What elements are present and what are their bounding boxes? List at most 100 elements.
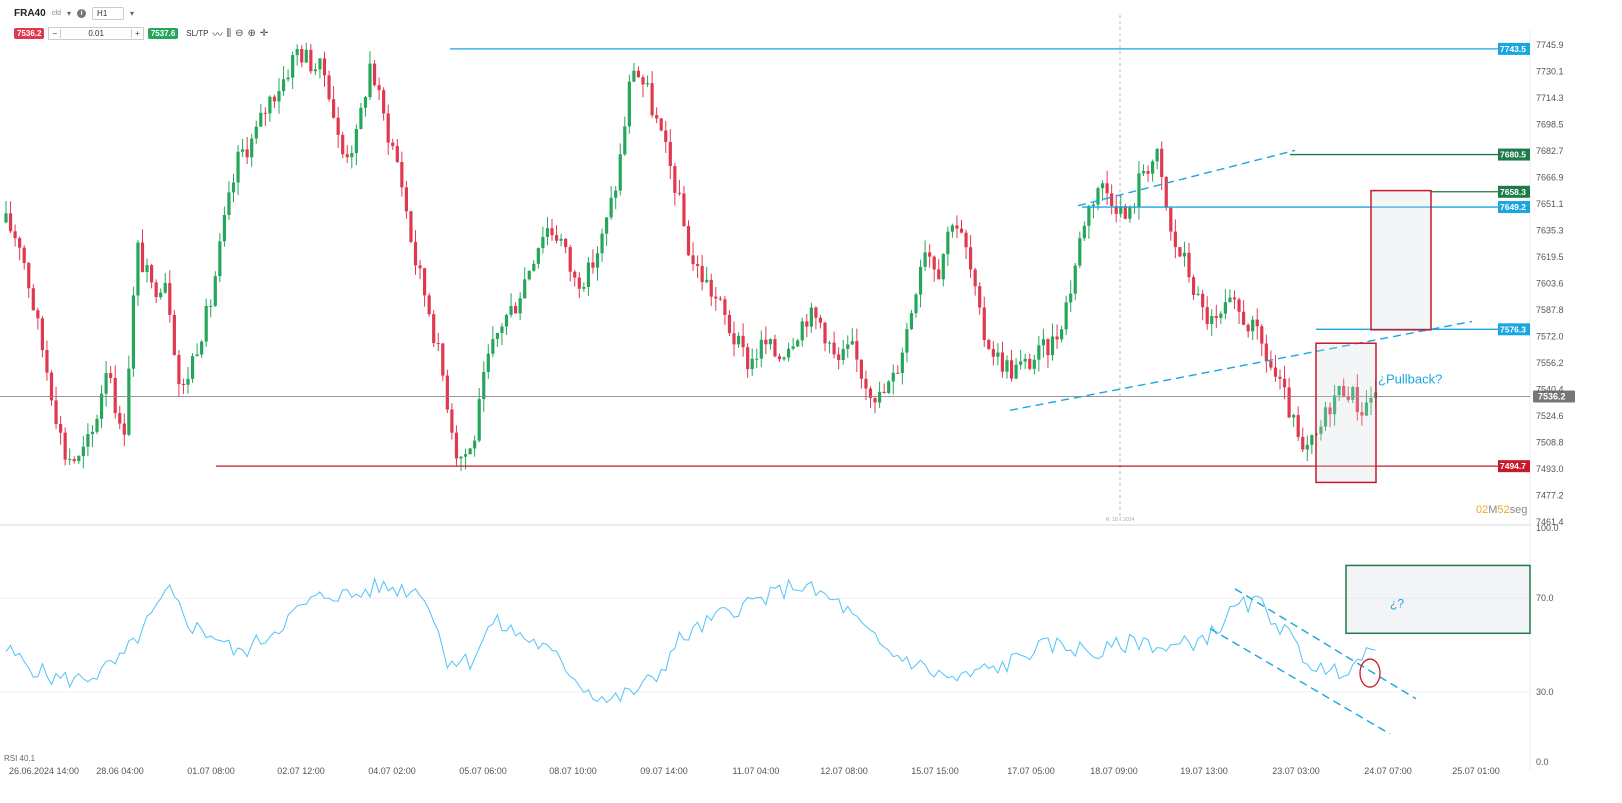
candle-up: [887, 381, 891, 393]
y-tick-label: 7587.8: [1536, 305, 1564, 315]
pullback-annotation: ¿Pullback?: [1378, 371, 1442, 386]
zoom-in-icon[interactable]: ⊕: [247, 27, 256, 39]
candle-down: [818, 317, 823, 323]
sell-price-button[interactable]: 7536.2: [14, 27, 45, 39]
info-icon[interactable]: i: [77, 8, 87, 18]
candle-up: [1005, 360, 1009, 372]
candle-down: [36, 310, 40, 319]
rsi-y-tick-label: 70.0: [1536, 593, 1554, 603]
increase-button[interactable]: +: [135, 28, 140, 38]
sltp-button[interactable]: SL/TP: [186, 28, 209, 38]
candle-down: [1173, 231, 1177, 248]
candle-up: [946, 231, 950, 255]
candle-up: [627, 81, 631, 127]
indicator-icon[interactable]: ⫼: [226, 27, 232, 39]
candle-up: [1137, 173, 1141, 207]
timeframe-chevron-icon[interactable]: ▾: [130, 8, 135, 18]
level-tag: [1498, 42, 1530, 55]
candle-up: [213, 276, 217, 306]
candle-up: [941, 254, 945, 280]
candle-down: [978, 286, 982, 308]
candle-down: [655, 115, 659, 119]
lot-input[interactable]: 0.01: [60, 28, 133, 38]
symbol-type: cfd: [51, 9, 62, 17]
candle-up: [1310, 435, 1314, 445]
candle-down: [932, 256, 936, 270]
candle-down: [1055, 336, 1059, 340]
candle-down: [263, 112, 267, 114]
candle-up: [186, 378, 190, 385]
candle-up: [1292, 415, 1296, 418]
candle-down: [413, 241, 418, 266]
candle-up: [1064, 302, 1068, 330]
candle-down: [8, 213, 13, 232]
channel-lower-line: [1009, 320, 1473, 411]
candle-down: [855, 341, 859, 360]
buy-price-button[interactable]: 7537.6: [147, 27, 179, 39]
candle-down: [1246, 324, 1250, 332]
candle-down: [682, 193, 686, 227]
candle-up: [1223, 302, 1227, 314]
lot-stepper[interactable]: − 0.01 +: [48, 26, 144, 40]
candle-up: [809, 307, 813, 327]
level-tag: [1498, 460, 1530, 473]
y-tick-label: 7651.1: [1536, 199, 1564, 209]
x-tick-label: 15.07 15:00: [911, 766, 959, 776]
candle-down: [882, 391, 886, 393]
symbol-name[interactable]: FRA40: [14, 7, 46, 19]
candle-down: [982, 307, 986, 341]
candle-down: [1214, 316, 1218, 318]
candle-up: [782, 357, 786, 360]
zoom-out-icon[interactable]: ⊖: [235, 27, 244, 39]
candle-down: [709, 279, 713, 297]
candle-up: [900, 352, 904, 373]
level-tag-label: 7658.3: [1500, 187, 1526, 197]
candle-down: [673, 166, 677, 193]
y-tick-label: 7572.0: [1536, 332, 1564, 342]
y-tick-label: 7477.2: [1536, 491, 1564, 501]
crosshair-icon[interactable]: ✛: [259, 27, 269, 39]
candle-down: [391, 142, 395, 147]
x-tick-label: 25.07 01:00: [1452, 766, 1500, 776]
candle-down: [154, 282, 158, 298]
y-tick-label: 7745.9: [1536, 40, 1564, 50]
decrease-button[interactable]: −: [52, 28, 58, 38]
candle-down: [1105, 183, 1109, 194]
candle-down: [1146, 171, 1150, 174]
candle-up: [222, 214, 226, 242]
level-tag: [1498, 185, 1530, 198]
x-tick-label: 04.07 02:00: [368, 766, 416, 776]
x-tick-label: 28.06 04:00: [96, 766, 144, 776]
level-tag-label: 7649.2: [1500, 202, 1526, 212]
line-tool-icon[interactable]: 〰: [212, 29, 223, 41]
candle-down: [454, 432, 459, 459]
candle-up: [131, 295, 135, 369]
candle-down: [746, 347, 750, 370]
candle-up: [127, 368, 131, 435]
candle-up: [768, 339, 772, 345]
candle-up: [787, 348, 791, 358]
chevron-down-icon[interactable]: ▾: [67, 8, 72, 18]
candle-down: [636, 70, 641, 78]
candle-up: [231, 182, 236, 193]
timeframe-select[interactable]: H1: [92, 6, 125, 20]
candle-down: [409, 211, 413, 242]
candle-down: [1269, 361, 1273, 368]
candle-down: [418, 265, 422, 269]
candle-up: [468, 448, 472, 455]
candle-down: [764, 339, 768, 345]
candles: [4, 42, 1378, 472]
candle-up: [1182, 252, 1187, 257]
candle-up: [268, 96, 272, 114]
candle-up: [545, 228, 550, 237]
candle-down: [245, 149, 249, 158]
candle-down: [13, 231, 17, 239]
candle-down: [1264, 343, 1268, 362]
current-price-tag: [1533, 390, 1575, 403]
candle-up: [259, 112, 263, 127]
candle-up: [99, 393, 104, 419]
candle-up: [1364, 402, 1369, 416]
candle-up: [1305, 444, 1309, 450]
candle-down: [823, 322, 827, 344]
